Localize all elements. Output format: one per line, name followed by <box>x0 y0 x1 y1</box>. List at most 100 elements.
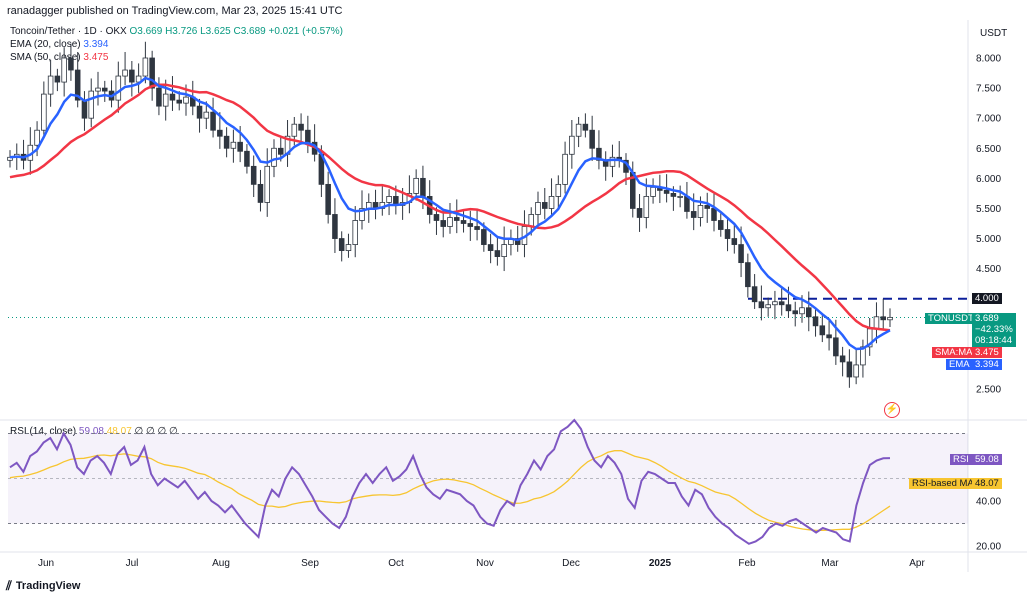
candle-up <box>643 196 650 218</box>
candle-down <box>440 220 447 227</box>
sma-axis-label: SMA:MA <box>932 347 976 358</box>
candle-down <box>738 244 744 264</box>
candle-down <box>758 301 765 309</box>
pct-change: −42.33% <box>975 324 1013 335</box>
candle-up <box>447 217 453 227</box>
candle-down <box>102 87 108 92</box>
candle-up <box>359 208 365 221</box>
price-tick-label: 6.000 <box>976 174 1001 185</box>
candle-down <box>68 57 74 71</box>
rsi-ma-line <box>9 450 891 532</box>
sma-label: SMA (50, close) <box>10 52 81 63</box>
candle-down <box>210 111 216 131</box>
resistance-tag: 4.000 <box>972 293 1002 304</box>
candle-down <box>542 202 548 209</box>
candle-down <box>806 307 812 318</box>
time-label: Mar <box>821 558 839 569</box>
candle-down <box>217 129 223 137</box>
time-label: Aug <box>212 558 230 569</box>
candle-down <box>305 129 311 143</box>
ema-legend[interactable]: EMA (20, close) 3.394 <box>10 39 108 51</box>
candle-down <box>839 355 846 363</box>
rsi-line <box>9 418 891 545</box>
candle-up <box>352 220 359 245</box>
candle-down <box>582 123 589 131</box>
price-tick-label: 5.500 <box>976 204 1001 215</box>
time-axis: Jun Jul Aug Sep Oct Nov Dec 2025 Feb Mar Apr <box>38 558 926 569</box>
candle-down <box>670 193 677 197</box>
moving-averages <box>9 76 891 351</box>
candle-down <box>731 238 738 245</box>
candle-down <box>487 244 494 251</box>
candle-down <box>494 250 501 257</box>
candle-up <box>230 141 237 149</box>
candle-up <box>697 205 704 218</box>
candle-down <box>880 316 886 321</box>
rsi-ma-axis-label: RSI-based MA <box>909 478 977 489</box>
candle-down <box>74 69 81 101</box>
alert-icon[interactable]: ⚡ <box>884 402 900 418</box>
brand-name: TradingView <box>15 580 81 592</box>
ema-axis-label: EMA <box>946 359 973 370</box>
candle-up <box>528 214 534 227</box>
candle-up <box>873 316 880 330</box>
price-tick-label: 8.000 <box>976 54 1001 65</box>
rsi-tick-label: 20.00 <box>976 542 1001 553</box>
candle-down <box>833 337 839 357</box>
candle-down <box>718 220 724 230</box>
candle-down <box>250 165 257 185</box>
candle-down <box>244 150 250 167</box>
price-tick-label: 2.500 <box>976 385 1001 396</box>
ema20-line <box>9 76 891 351</box>
candle-down <box>277 147 284 155</box>
candle-down <box>156 87 162 107</box>
candle-up <box>575 123 582 137</box>
candle-up <box>61 57 67 83</box>
candle-down <box>129 69 135 83</box>
candle-up <box>47 75 54 95</box>
candle-down <box>596 147 602 161</box>
time-label: Sep <box>301 558 319 569</box>
candle-down <box>785 304 792 312</box>
candle-up <box>115 75 122 101</box>
candle-down <box>332 214 338 239</box>
candle-down <box>474 226 480 230</box>
candle-up <box>548 196 555 209</box>
ohlc-readout: O3.669 H3.726 L3.625 C3.689 +0.021 (+0.5… <box>129 26 344 37</box>
rsi-extra: ∅ ∅ ∅ ∅ <box>134 426 178 437</box>
rsi-legend[interactable]: RSI (14, close) 59.08 48.07 ∅ ∅ ∅ ∅ <box>10 426 178 438</box>
rsi-axis-value: 59.08 <box>972 454 1002 465</box>
candle-up <box>569 135 575 155</box>
sma-legend[interactable]: SMA (50, close) 3.475 <box>10 52 108 64</box>
candle-down <box>704 205 710 209</box>
candle-down <box>819 325 826 336</box>
candle-up <box>413 177 419 194</box>
candle-up <box>677 196 683 198</box>
rsi-ma-value: 48.07 <box>106 426 132 437</box>
candle-down <box>453 217 460 221</box>
candle-down <box>176 99 183 104</box>
candle-down <box>237 141 243 152</box>
tradingview-logo[interactable]: ⫽ TradingView <box>6 578 80 594</box>
candle-up <box>386 196 392 203</box>
ema-axis-value: 3.394 <box>972 359 1002 370</box>
candle-up <box>860 346 866 366</box>
price-tick-label: 7.500 <box>976 84 1001 95</box>
candle-up <box>562 153 568 185</box>
rsi-tick-label: 40.00 <box>976 497 1001 508</box>
candle-up <box>41 93 47 131</box>
candle-up <box>203 111 210 119</box>
time-label: Dec <box>562 558 580 569</box>
axes: 2.500 4.500 5.000 5.500 6.000 6.500 7.000 7.500… <box>976 54 1001 553</box>
candle-down <box>298 123 304 131</box>
currency-label: USDT <box>980 28 1008 39</box>
symbol-title: Toncoin/Tether · 1D · OKX <box>10 26 127 37</box>
price-tick-label: 4.500 <box>976 264 1001 275</box>
candle-down <box>690 211 697 218</box>
symbol-legend: Toncoin/Tether · 1D · OKX O3.669 H3.726 … <box>10 26 343 38</box>
candle-up <box>162 93 169 107</box>
candle-down <box>663 189 670 194</box>
candle-up <box>772 301 778 306</box>
candle-down <box>812 316 819 327</box>
